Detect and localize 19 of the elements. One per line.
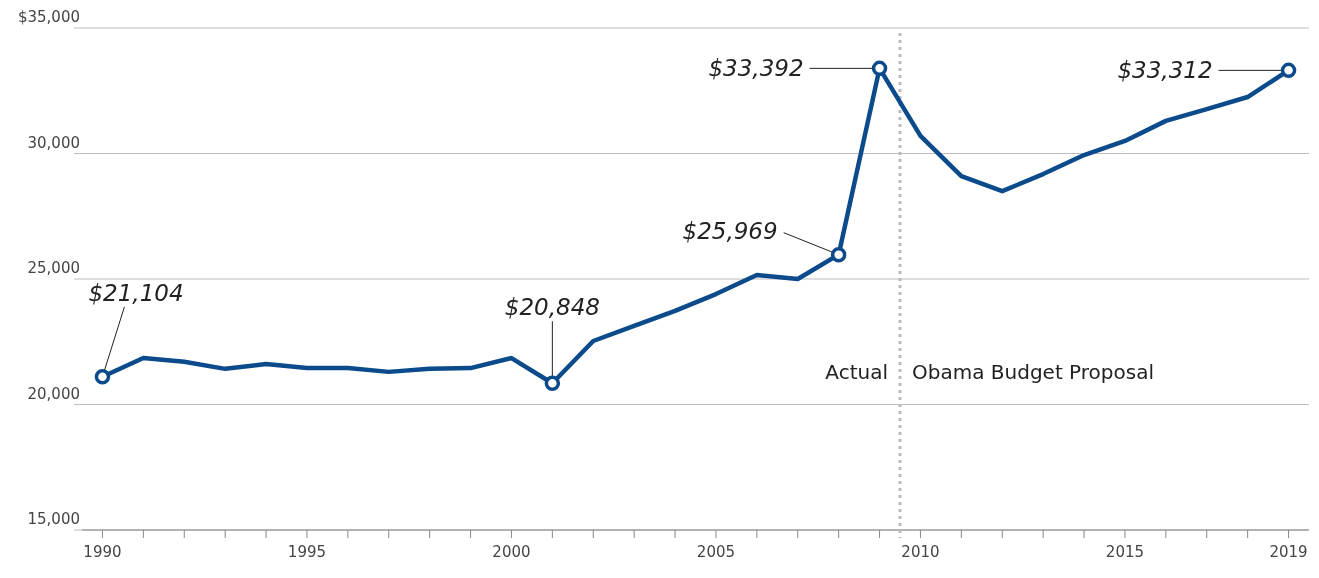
annotation: Actual <box>825 360 888 385</box>
y-tick-label: 30,000 <box>27 133 80 152</box>
x-tick-label: 2010 <box>901 543 940 561</box>
data-label: $33,392 <box>708 55 804 82</box>
x-tick-label: 1995 <box>287 543 327 561</box>
x-tick-label: 2015 <box>1105 543 1145 561</box>
annotation: Obama Budget Proposal <box>912 360 1154 385</box>
x-tick-label: 2005 <box>696 543 736 561</box>
y-tick-label: 20,000 <box>27 384 80 403</box>
data-label: $21,104 <box>88 279 184 306</box>
data-label: $25,969 <box>682 217 778 244</box>
data-label: $20,848 <box>504 294 600 321</box>
data-label: $33,312 <box>1117 57 1213 84</box>
x-tick-label: 2019 <box>1269 543 1308 561</box>
x-tick-label: 2000 <box>492 543 531 561</box>
y-tick-label: 15,000 <box>27 510 80 528</box>
x-tick-label: 1990 <box>83 543 122 561</box>
y-tick-label: $35,000 <box>17 8 80 26</box>
y-tick-label: 25,000 <box>27 259 80 277</box>
